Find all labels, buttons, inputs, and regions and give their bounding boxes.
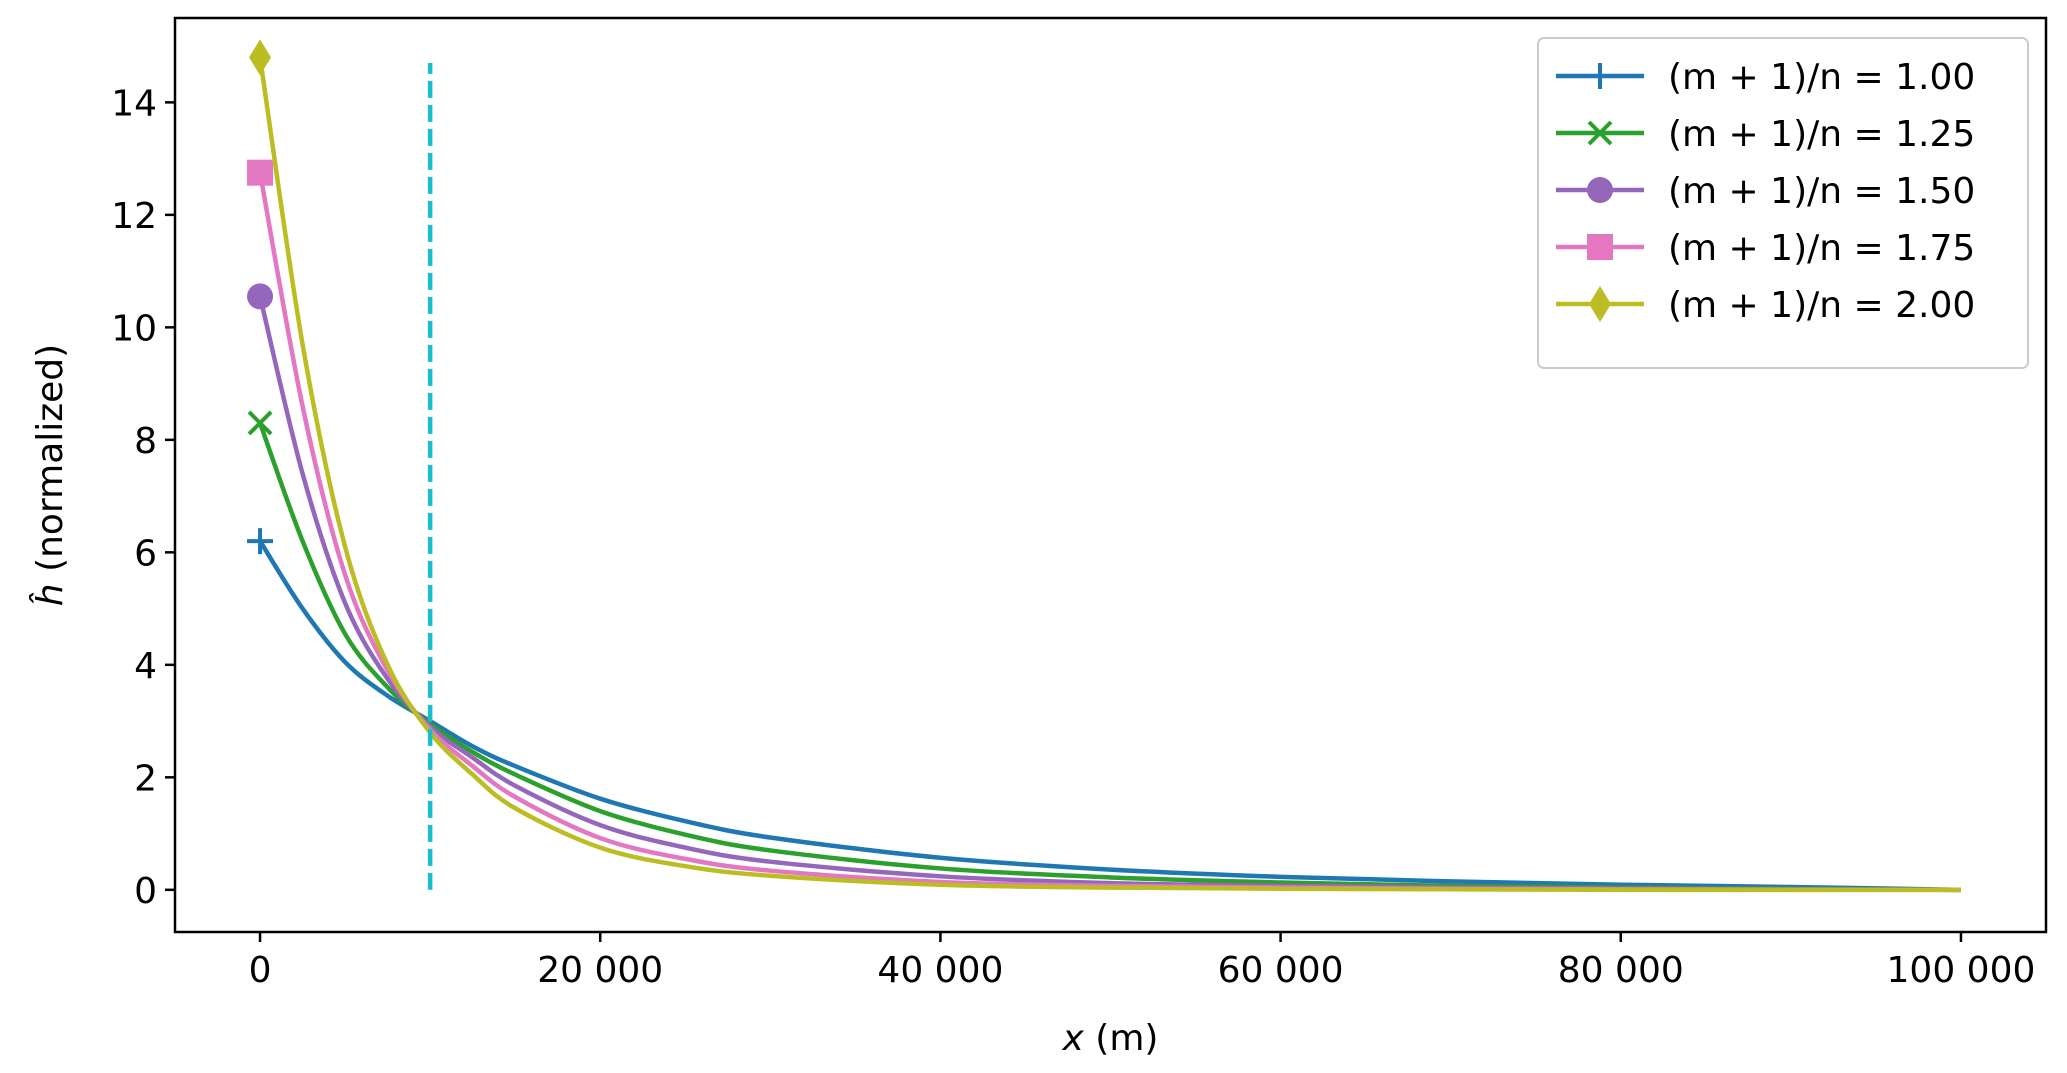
legend-swatch-marker	[1587, 177, 1613, 203]
y-axis-title: ĥ (normalized)	[29, 344, 71, 606]
legend-swatch-marker	[1589, 286, 1611, 322]
legend-swatch-marker	[1587, 120, 1613, 146]
legend-swatch-marker	[1587, 234, 1613, 260]
x-tick-label: 40 000	[877, 950, 1003, 991]
y-axis-title-variable: ĥ	[29, 583, 71, 606]
y-tick-label: 12	[111, 196, 157, 237]
x-axis-title: x (m)	[1062, 1018, 1159, 1059]
series-1	[247, 528, 1961, 893]
legend-swatch-marker	[1587, 63, 1613, 89]
x-axis-title-unit: (m)	[1084, 1018, 1159, 1059]
series-5	[249, 39, 1961, 893]
y-tick-label: 6	[134, 533, 157, 574]
y-tick-label: 10	[111, 308, 157, 349]
legend-item: (m + 1)/n = 1.25	[1556, 114, 1975, 155]
legend: (m + 1)/n = 1.00 (m + 1)/n = 1.25 (m + 1)/…	[1537, 37, 2029, 369]
series-marker	[247, 283, 274, 310]
x-tick-label: 100 000	[1887, 950, 2036, 991]
y-tick-label: 8	[134, 421, 157, 462]
legend-item: (m + 1)/n = 1.75	[1556, 228, 1975, 269]
y-tick-label: 4	[134, 646, 157, 687]
y-axis-title-rest: (normalized)	[30, 344, 71, 584]
legend-label: (m + 1)/n = 1.00	[1668, 57, 1975, 98]
y-tick-label: 2	[134, 758, 157, 799]
legend-item: (m + 1)/n = 1.50	[1556, 171, 1975, 212]
x-tick-label: 60 000	[1218, 950, 1344, 991]
x-axis-title-variable: x	[1062, 1018, 1085, 1059]
y-axis: 0 2 4 6 8 10 12 14	[111, 83, 175, 912]
legend-label: (m + 1)/n = 2.00	[1668, 285, 1975, 326]
series-marker	[247, 159, 274, 186]
x-tick-label: 0	[249, 950, 272, 991]
x-tick-label: 80 000	[1558, 950, 1684, 991]
legend-label: (m + 1)/n = 1.25	[1668, 114, 1975, 155]
series-line	[258, 539, 1961, 893]
plot-area	[247, 39, 1961, 893]
series-marker	[247, 410, 273, 436]
y-tick-label: 0	[134, 871, 157, 912]
plot-frame	[173, 16, 2048, 934]
legend-box	[1537, 37, 2029, 369]
legend-label: (m + 1)/n = 1.75	[1668, 228, 1975, 269]
legend-label: (m + 1)/n = 1.50	[1668, 171, 1975, 212]
x-tick-label: 20 000	[537, 950, 663, 991]
legend-item: (m + 1)/n = 1.00	[1556, 57, 1975, 98]
y-tick-label: 14	[111, 83, 157, 124]
legend-item: (m + 1)/n = 2.00	[1556, 285, 1975, 326]
series-line	[257, 57, 1961, 893]
series-marker	[249, 39, 272, 76]
series-marker	[247, 528, 274, 555]
x-axis: 0 20 000 40 000 60 000 80 000 100 000	[249, 932, 2036, 991]
